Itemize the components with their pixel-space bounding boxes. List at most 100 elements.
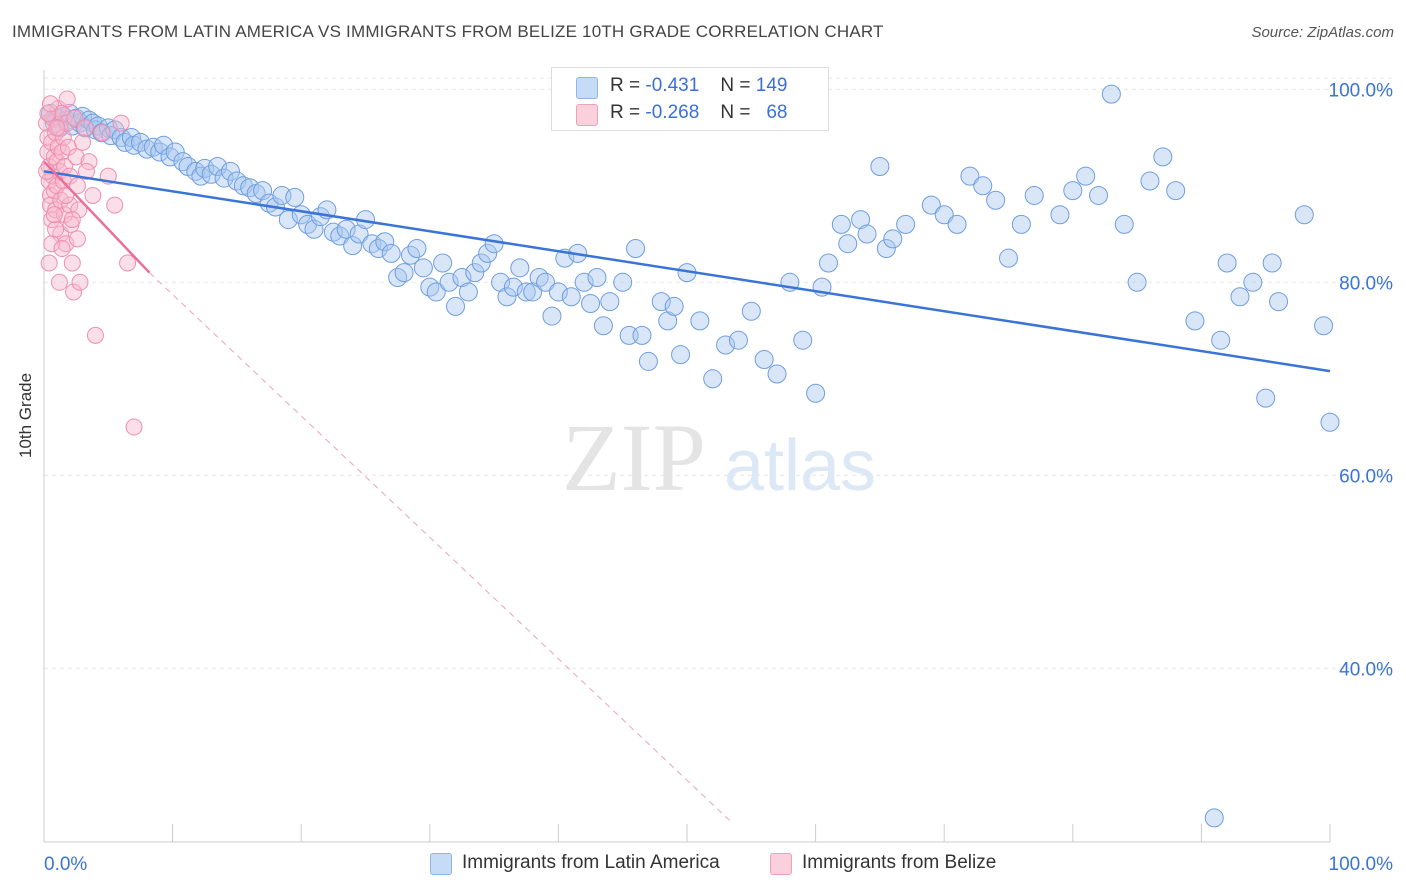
data-point-latin-america [497,287,517,307]
data-point-latin-america [973,176,993,196]
data-point-latin-america [253,181,273,201]
data-point-latin-america [1211,330,1231,350]
r-value: -0.268 [645,102,700,123]
data-point-latin-america [1217,253,1237,273]
data-point-belize [119,254,137,272]
data-point-latin-america [613,272,633,292]
data-point-latin-america [793,330,813,350]
data-point-latin-america [883,229,903,249]
data-point-latin-america [831,214,851,234]
data-point-latin-america [478,243,498,263]
data-point-belize [68,230,86,248]
data-point-latin-america [278,210,298,230]
data-point-latin-america [510,258,530,278]
data-point-latin-america [638,351,658,371]
data-point-latin-america [388,267,408,287]
data-point-latin-america [818,253,838,273]
data-point-latin-america [439,272,459,292]
data-point-belize [106,196,124,214]
swatch-belize [576,104,598,126]
watermark-zip: ZIP [562,404,706,511]
data-point-latin-america [716,335,736,355]
y-tick-label: 100.0% [1329,80,1394,101]
data-point-belize [67,148,85,166]
swatch-latin-america [576,77,598,99]
data-point-belize [57,186,75,204]
data-point-belize [47,220,65,238]
data-point-latin-america [458,282,478,302]
trend-line-belize [43,160,151,274]
data-point-latin-america [690,311,710,331]
data-point-latin-america [381,243,401,263]
data-point-latin-america [1114,214,1134,234]
r-value: -0.431 [645,75,700,96]
data-point-latin-america [542,306,562,326]
x-tick-label: 100.0% [1329,854,1394,875]
data-point-belize [68,177,86,195]
r-label: R = [610,102,641,123]
data-point-latin-america [394,263,414,283]
data-point-belize [45,206,63,224]
data-point-latin-america [934,205,954,225]
data-point-latin-america [154,135,174,155]
data-point-belize [112,114,130,132]
data-point-latin-america [285,187,305,207]
data-point-latin-america [1089,185,1109,205]
data-point-latin-america [1140,171,1160,191]
data-point-belize [65,283,83,301]
data-point-latin-america [471,253,491,273]
data-point-latin-america [220,161,240,181]
data-point-latin-america [407,239,427,259]
trend-line-latin-america [43,170,1331,373]
data-point-belize [76,119,94,137]
data-point-latin-america [413,258,433,278]
data-point-belize [74,133,92,151]
data-point-latin-america [484,234,504,254]
data-point-latin-america [343,236,363,256]
data-point-latin-america [561,287,581,307]
y-tick-label: 60.0% [1339,466,1393,487]
trend-lines [43,160,1331,824]
data-point-latin-america [593,316,613,336]
data-point-latin-america [838,234,858,254]
data-point-latin-america [420,277,440,297]
data-point-belize [125,418,143,436]
data-point-latin-america [626,239,646,259]
data-point-latin-america [536,272,556,292]
data-point-latin-america [806,383,826,403]
data-point-latin-america [1153,147,1173,167]
data-point-latin-america [1204,808,1224,828]
data-point-latin-america [1256,388,1276,408]
data-point-belize [48,119,66,137]
data-point-latin-america [529,267,549,287]
y-axis-label: 10th Grade [16,372,35,458]
data-point-latin-america [336,219,356,239]
data-point-latin-america [600,292,620,312]
data-point-latin-america [1185,311,1205,331]
data-point-latin-america [574,272,594,292]
data-point-belize [63,254,81,272]
data-point-latin-america [870,157,890,176]
data-point-latin-america [105,120,125,140]
data-point-belize [43,211,61,229]
data-point-latin-america [986,190,1006,210]
tick-labels: 100.0% 80.0% 60.0% 40.0% 0.0% 100.0% [44,80,1393,875]
data-point-latin-america [1230,287,1250,307]
data-point-latin-america [741,301,761,321]
data-point-latin-america [1294,205,1314,225]
data-point-latin-america [1076,166,1096,186]
data-point-latin-america [632,325,652,345]
data-point-latin-america [1314,316,1334,336]
watermark-atlas: atlas [724,426,876,506]
data-point-latin-america [1262,253,1282,273]
data-point-latin-america [349,224,369,244]
data-point-belize [80,153,98,171]
x-tick-label: 0.0% [44,854,87,875]
data-point-latin-america [433,253,453,273]
data-point-latin-america [896,214,916,234]
data-point-latin-america [767,364,787,384]
n-label: N = [720,102,751,123]
data-point-belize [53,240,71,258]
data-point-latin-america [548,282,568,302]
